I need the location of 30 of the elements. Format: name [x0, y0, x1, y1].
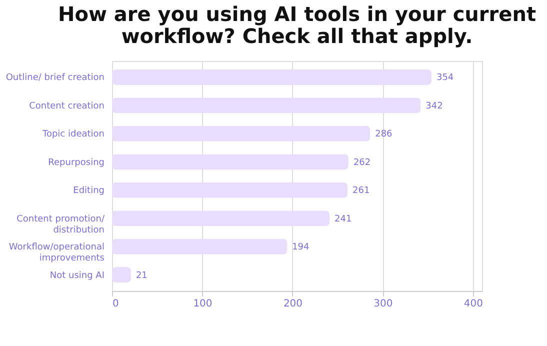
- x-tick-label: 0: [112, 298, 119, 310]
- bar: [112, 238, 288, 254]
- bar: [112, 210, 330, 226]
- y-tick-label: Outline/ brief creation: [6, 73, 104, 84]
- y-tick-label: Workflow/operational improvements: [8, 242, 105, 264]
- y-tick-label: Topic ideation: [41, 130, 104, 140]
- bar: [112, 267, 131, 283]
- y-tick-label: Content creation: [29, 101, 104, 112]
- data-label: 261: [352, 186, 370, 196]
- bar: [112, 69, 432, 85]
- y-tick-label: Editing: [73, 186, 104, 196]
- bar: [112, 98, 421, 114]
- x-tick-label: 200: [283, 298, 303, 310]
- data-label: 354: [436, 73, 454, 84]
- bar: [112, 154, 348, 170]
- y-tick-label: Repurposing: [48, 158, 104, 168]
- data-label: 286: [375, 130, 393, 140]
- bar: [112, 126, 370, 142]
- x-tick-label: 100: [193, 298, 212, 310]
- y-tick-label: Content promotion/ distribution: [16, 214, 106, 236]
- data-label: 262: [353, 158, 371, 168]
- data-label: 342: [426, 101, 443, 112]
- y-tick-label: Not using AI: [50, 270, 104, 281]
- data-label: 194: [292, 242, 310, 253]
- x-tick-label: 300: [374, 298, 393, 310]
- bar: [112, 182, 348, 198]
- x-tick-label: 400: [464, 298, 484, 310]
- data-label: 21: [136, 270, 148, 281]
- chart-title: How are you using AI tools in your current workflow? Check all that apply.: [58, 2, 536, 48]
- data-label: 241: [334, 214, 352, 224]
